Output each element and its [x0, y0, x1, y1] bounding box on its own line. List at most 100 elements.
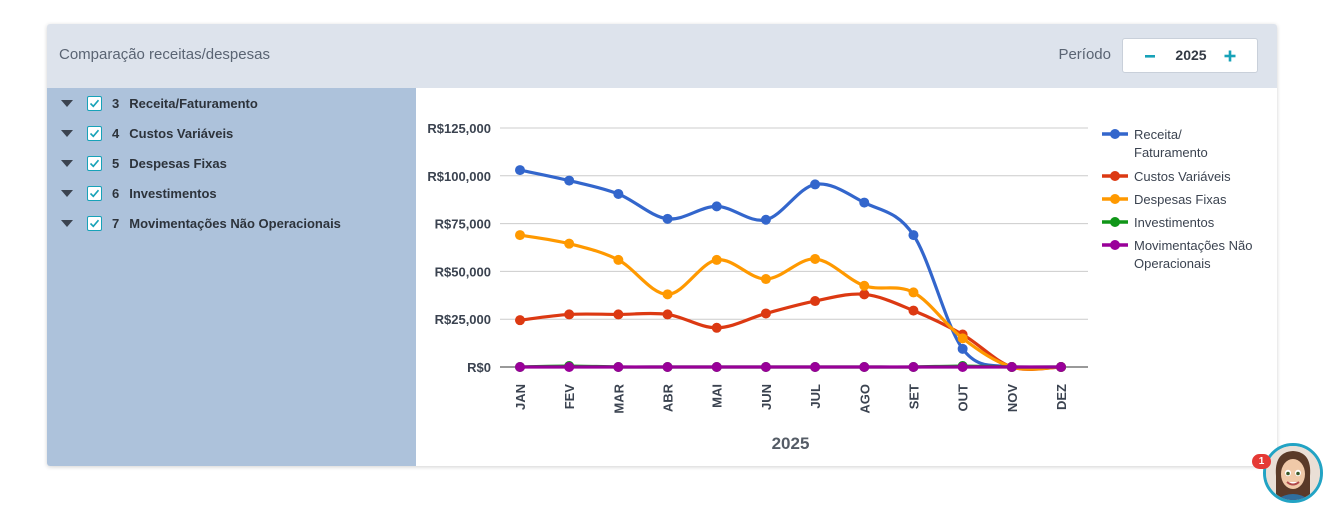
- data-point: [662, 213, 673, 224]
- data-point: [810, 362, 821, 372]
- expand-caret-icon[interactable]: [61, 99, 73, 107]
- tree-item-label: Despesas Fixas: [129, 155, 227, 171]
- data-point: [957, 343, 968, 354]
- tree-item-despesas-fixas[interactable]: 5 Despesas Fixas: [61, 152, 227, 174]
- data-point: [515, 362, 525, 372]
- tree-item-number: 3: [112, 95, 120, 111]
- data-point: [1006, 362, 1017, 372]
- expand-caret-icon[interactable]: [61, 129, 73, 137]
- data-point: [859, 362, 870, 372]
- notification-badge: 1: [1252, 454, 1271, 469]
- assistant-avatar-icon[interactable]: [1263, 443, 1323, 503]
- tree-item-label: Receita/Faturamento: [129, 95, 258, 111]
- series-checkbox[interactable]: [87, 155, 102, 171]
- category-tree: 3 Receita/Faturamento 4 Custos Variáveis…: [47, 88, 416, 466]
- chart-svg: R$0 R$25,000 R$50,000 R$75,000 R$100,000 R$12…: [427, 121, 1253, 453]
- legend-label: Movimentações Não: [1134, 238, 1253, 253]
- tree-item-number: 5: [112, 155, 120, 171]
- card-header: Comparação receitas/despesas Período 202…: [47, 24, 1277, 88]
- y-tick-label: R$50,000: [435, 264, 491, 279]
- y-tick-label: R$0: [467, 360, 491, 375]
- data-point: [564, 175, 575, 186]
- period-stepper: 2025: [1122, 38, 1258, 73]
- data-point: [908, 362, 919, 372]
- expand-caret-icon[interactable]: [61, 159, 73, 167]
- legend-label: Operacionais: [1134, 256, 1211, 271]
- x-tick-label: SET: [906, 384, 921, 409]
- revenue-expense-comparison-card: Comparação receitas/despesas Período 202…: [47, 24, 1277, 466]
- legend-label: Faturamento: [1134, 145, 1208, 160]
- assistant-launcher[interactable]: 1: [1252, 443, 1323, 503]
- data-point: [810, 179, 821, 190]
- data-point: [515, 315, 525, 326]
- legend-label: Despesas Fixas: [1134, 192, 1227, 207]
- y-tick-label: R$75,000: [435, 217, 491, 232]
- tree-item-movimentacoes[interactable]: 7 Movimentações Não Operacionais: [61, 212, 341, 234]
- data-point: [662, 362, 673, 372]
- legend-swatch-dot: [1110, 194, 1120, 204]
- tree-item-label: Custos Variáveis: [129, 125, 234, 141]
- period-increment-button[interactable]: [1219, 45, 1241, 67]
- data-point: [564, 238, 575, 249]
- data-point: [859, 280, 870, 291]
- data-point: [711, 201, 722, 212]
- period-label: Período: [1058, 46, 1111, 63]
- series-line-2: [519, 233, 1062, 371]
- minus-icon: [1145, 55, 1155, 58]
- period-decrement-button[interactable]: [1139, 45, 1161, 67]
- plus-icon: [1224, 50, 1236, 62]
- data-point: [515, 165, 525, 176]
- data-point: [760, 308, 771, 319]
- data-point: [859, 197, 870, 208]
- data-point: [810, 253, 821, 264]
- y-tick-label: R$125,000: [427, 121, 491, 136]
- data-point: [613, 188, 624, 199]
- tree-item-number: 6: [112, 185, 120, 201]
- data-point: [760, 362, 771, 372]
- data-point: [908, 305, 919, 316]
- x-tick-label: MAR: [611, 383, 626, 413]
- series-checkbox[interactable]: [87, 125, 102, 141]
- x-tick-label: FEV: [562, 384, 577, 410]
- data-point: [859, 289, 870, 300]
- card-title: Comparação receitas/despesas: [59, 46, 270, 63]
- x-tick-label: JUN: [759, 384, 774, 410]
- checkmark-icon: [89, 99, 100, 107]
- data-point: [662, 289, 673, 300]
- tree-item-label: Movimentações Não Operacionais: [129, 215, 341, 231]
- x-tick-label: DEZ: [1054, 384, 1069, 410]
- tree-item-custos-variaveis[interactable]: 4 Custos Variáveis: [61, 122, 233, 144]
- series-checkbox[interactable]: [87, 95, 102, 111]
- data-point: [613, 309, 624, 320]
- data-point: [515, 230, 525, 241]
- data-point: [711, 322, 722, 333]
- line-chart: R$0 R$25,000 R$50,000 R$75,000 R$100,000 R$12…: [416, 88, 1277, 466]
- data-point: [662, 309, 673, 320]
- data-point: [711, 254, 722, 265]
- expand-caret-icon[interactable]: [61, 219, 73, 227]
- data-point: [564, 309, 575, 320]
- series-checkbox[interactable]: [87, 185, 102, 201]
- data-point: [564, 362, 575, 372]
- period-value: 2025: [1175, 47, 1207, 63]
- data-point: [908, 230, 919, 241]
- series-checkbox[interactable]: [87, 215, 102, 231]
- data-point: [613, 362, 624, 372]
- tree-item-number: 4: [112, 125, 120, 141]
- data-point: [810, 296, 821, 307]
- avatar-face-icon: [1266, 446, 1320, 500]
- expand-caret-icon[interactable]: [61, 189, 73, 197]
- x-tick-label: JUL: [808, 384, 823, 409]
- data-point: [760, 214, 771, 225]
- x-tick-label: MAI: [710, 384, 725, 408]
- y-tick-label: R$100,000: [427, 169, 491, 184]
- tree-item-receita[interactable]: 3 Receita/Faturamento: [61, 92, 258, 114]
- x-tick-label: AGO: [857, 384, 872, 414]
- tree-item-investimentos[interactable]: 6 Investimentos: [61, 182, 217, 204]
- data-point: [711, 362, 722, 372]
- data-point: [957, 333, 968, 344]
- checkmark-icon: [89, 219, 100, 227]
- legend-swatch-dot: [1110, 171, 1120, 181]
- legend-swatch-dot: [1110, 129, 1120, 139]
- series-line-1: [519, 292, 1062, 371]
